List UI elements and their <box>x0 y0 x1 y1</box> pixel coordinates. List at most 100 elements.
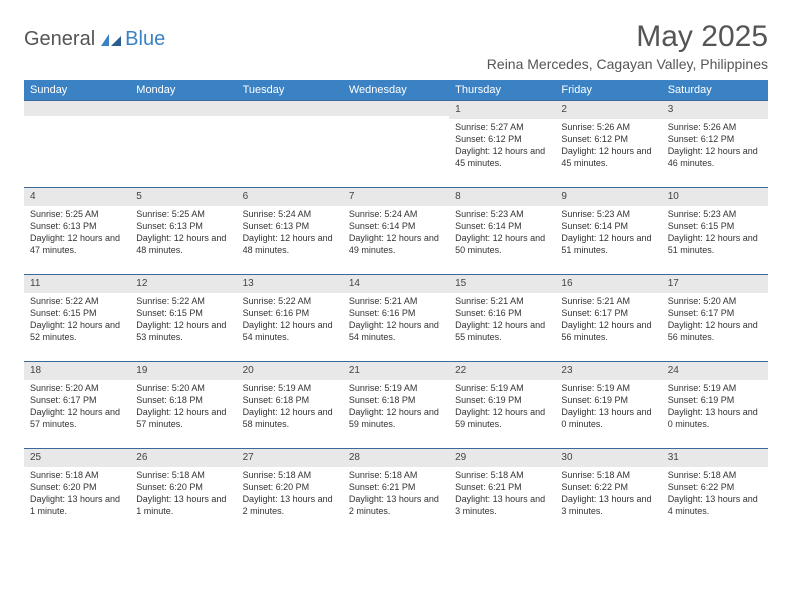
day-body: Sunrise: 5:25 AMSunset: 6:13 PMDaylight:… <box>130 206 236 261</box>
sunset-text: Sunset: 6:21 PM <box>349 481 443 493</box>
day-number: 27 <box>237 449 343 467</box>
sunrise-text: Sunrise: 5:19 AM <box>243 382 337 394</box>
title-block: May 2025 Reina Mercedes, Cagayan Valley,… <box>487 20 768 72</box>
dow-tuesday: Tuesday <box>237 80 343 100</box>
day-body: Sunrise: 5:20 AMSunset: 6:17 PMDaylight:… <box>24 380 130 435</box>
day-number <box>237 101 343 116</box>
daylight-text: Daylight: 12 hours and 56 minutes. <box>561 319 655 343</box>
daylight-text: Daylight: 12 hours and 45 minutes. <box>561 145 655 169</box>
day-number: 4 <box>24 188 130 206</box>
day-body: Sunrise: 5:23 AMSunset: 6:14 PMDaylight:… <box>449 206 555 261</box>
sunset-text: Sunset: 6:16 PM <box>243 307 337 319</box>
calendar-day: 30Sunrise: 5:18 AMSunset: 6:22 PMDayligh… <box>555 449 661 535</box>
day-number: 16 <box>555 275 661 293</box>
day-body: Sunrise: 5:18 AMSunset: 6:20 PMDaylight:… <box>237 467 343 522</box>
sunset-text: Sunset: 6:12 PM <box>455 133 549 145</box>
calendar-day <box>237 101 343 187</box>
sunrise-text: Sunrise: 5:19 AM <box>455 382 549 394</box>
sunset-text: Sunset: 6:15 PM <box>136 307 230 319</box>
daylight-text: Daylight: 12 hours and 59 minutes. <box>455 406 549 430</box>
calendar-day: 25Sunrise: 5:18 AMSunset: 6:20 PMDayligh… <box>24 449 130 535</box>
sunrise-text: Sunrise: 5:22 AM <box>30 295 124 307</box>
calendar-week: 25Sunrise: 5:18 AMSunset: 6:20 PMDayligh… <box>24 448 768 535</box>
day-number: 31 <box>662 449 768 467</box>
daylight-text: Daylight: 13 hours and 3 minutes. <box>455 493 549 517</box>
calendar-day: 2Sunrise: 5:26 AMSunset: 6:12 PMDaylight… <box>555 101 661 187</box>
calendar-day: 13Sunrise: 5:22 AMSunset: 6:16 PMDayligh… <box>237 275 343 361</box>
calendar-day: 12Sunrise: 5:22 AMSunset: 6:15 PMDayligh… <box>130 275 236 361</box>
calendar-day: 15Sunrise: 5:21 AMSunset: 6:16 PMDayligh… <box>449 275 555 361</box>
sunset-text: Sunset: 6:12 PM <box>668 133 762 145</box>
sunrise-text: Sunrise: 5:20 AM <box>136 382 230 394</box>
sunrise-text: Sunrise: 5:27 AM <box>455 121 549 133</box>
day-number: 30 <box>555 449 661 467</box>
daylight-text: Daylight: 12 hours and 55 minutes. <box>455 319 549 343</box>
daylight-text: Daylight: 12 hours and 48 minutes. <box>243 232 337 256</box>
sunrise-text: Sunrise: 5:18 AM <box>561 469 655 481</box>
day-body: Sunrise: 5:22 AMSunset: 6:15 PMDaylight:… <box>130 293 236 348</box>
sunset-text: Sunset: 6:13 PM <box>30 220 124 232</box>
calendar-day: 26Sunrise: 5:18 AMSunset: 6:20 PMDayligh… <box>130 449 236 535</box>
day-number: 17 <box>662 275 768 293</box>
sunrise-text: Sunrise: 5:24 AM <box>349 208 443 220</box>
sunrise-text: Sunrise: 5:19 AM <box>668 382 762 394</box>
day-body: Sunrise: 5:22 AMSunset: 6:16 PMDaylight:… <box>237 293 343 348</box>
sunset-text: Sunset: 6:17 PM <box>561 307 655 319</box>
day-body: Sunrise: 5:19 AMSunset: 6:19 PMDaylight:… <box>555 380 661 435</box>
calendar-day: 5Sunrise: 5:25 AMSunset: 6:13 PMDaylight… <box>130 188 236 274</box>
day-body: Sunrise: 5:18 AMSunset: 6:21 PMDaylight:… <box>343 467 449 522</box>
daylight-text: Daylight: 12 hours and 54 minutes. <box>349 319 443 343</box>
daylight-text: Daylight: 13 hours and 1 minute. <box>136 493 230 517</box>
sunrise-text: Sunrise: 5:23 AM <box>561 208 655 220</box>
day-body: Sunrise: 5:20 AMSunset: 6:18 PMDaylight:… <box>130 380 236 435</box>
day-body: Sunrise: 5:20 AMSunset: 6:17 PMDaylight:… <box>662 293 768 348</box>
daylight-text: Daylight: 12 hours and 51 minutes. <box>668 232 762 256</box>
calendar-week: 11Sunrise: 5:22 AMSunset: 6:15 PMDayligh… <box>24 274 768 361</box>
day-number: 20 <box>237 362 343 380</box>
sunrise-text: Sunrise: 5:23 AM <box>668 208 762 220</box>
day-body: Sunrise: 5:19 AMSunset: 6:19 PMDaylight:… <box>449 380 555 435</box>
day-number: 14 <box>343 275 449 293</box>
sunrise-text: Sunrise: 5:21 AM <box>349 295 443 307</box>
dow-friday: Friday <box>555 80 661 100</box>
daylight-text: Daylight: 13 hours and 1 minute. <box>30 493 124 517</box>
day-body: Sunrise: 5:18 AMSunset: 6:20 PMDaylight:… <box>24 467 130 522</box>
daylight-text: Daylight: 12 hours and 48 minutes. <box>136 232 230 256</box>
sunrise-text: Sunrise: 5:25 AM <box>136 208 230 220</box>
sunset-text: Sunset: 6:20 PM <box>136 481 230 493</box>
brand-part2: Blue <box>125 28 165 51</box>
calendar-day: 7Sunrise: 5:24 AMSunset: 6:14 PMDaylight… <box>343 188 449 274</box>
day-body: Sunrise: 5:24 AMSunset: 6:14 PMDaylight:… <box>343 206 449 261</box>
day-number: 19 <box>130 362 236 380</box>
sunrise-text: Sunrise: 5:22 AM <box>243 295 337 307</box>
weeks-container: 1Sunrise: 5:27 AMSunset: 6:12 PMDaylight… <box>24 100 768 535</box>
sunrise-text: Sunrise: 5:19 AM <box>561 382 655 394</box>
sunset-text: Sunset: 6:18 PM <box>136 394 230 406</box>
day-number: 15 <box>449 275 555 293</box>
calendar-day: 22Sunrise: 5:19 AMSunset: 6:19 PMDayligh… <box>449 362 555 448</box>
location-text: Reina Mercedes, Cagayan Valley, Philippi… <box>487 56 768 72</box>
day-number: 22 <box>449 362 555 380</box>
calendar-day: 24Sunrise: 5:19 AMSunset: 6:19 PMDayligh… <box>662 362 768 448</box>
day-number: 3 <box>662 101 768 119</box>
daylight-text: Daylight: 12 hours and 58 minutes. <box>243 406 337 430</box>
sunset-text: Sunset: 6:22 PM <box>561 481 655 493</box>
calendar-day: 9Sunrise: 5:23 AMSunset: 6:14 PMDaylight… <box>555 188 661 274</box>
daylight-text: Daylight: 12 hours and 59 minutes. <box>349 406 443 430</box>
day-body: Sunrise: 5:18 AMSunset: 6:22 PMDaylight:… <box>662 467 768 522</box>
calendar-day: 10Sunrise: 5:23 AMSunset: 6:15 PMDayligh… <box>662 188 768 274</box>
daylight-text: Daylight: 13 hours and 2 minutes. <box>243 493 337 517</box>
sunset-text: Sunset: 6:17 PM <box>30 394 124 406</box>
sunrise-text: Sunrise: 5:21 AM <box>561 295 655 307</box>
sunset-text: Sunset: 6:17 PM <box>668 307 762 319</box>
sunrise-text: Sunrise: 5:18 AM <box>668 469 762 481</box>
daylight-text: Daylight: 13 hours and 0 minutes. <box>561 406 655 430</box>
calendar-day <box>24 101 130 187</box>
sunset-text: Sunset: 6:18 PM <box>349 394 443 406</box>
sunset-text: Sunset: 6:12 PM <box>561 133 655 145</box>
sunset-text: Sunset: 6:16 PM <box>349 307 443 319</box>
day-body: Sunrise: 5:18 AMSunset: 6:21 PMDaylight:… <box>449 467 555 522</box>
daylight-text: Daylight: 12 hours and 57 minutes. <box>136 406 230 430</box>
brand-logo: General Blue <box>24 28 165 51</box>
day-body: Sunrise: 5:22 AMSunset: 6:15 PMDaylight:… <box>24 293 130 348</box>
